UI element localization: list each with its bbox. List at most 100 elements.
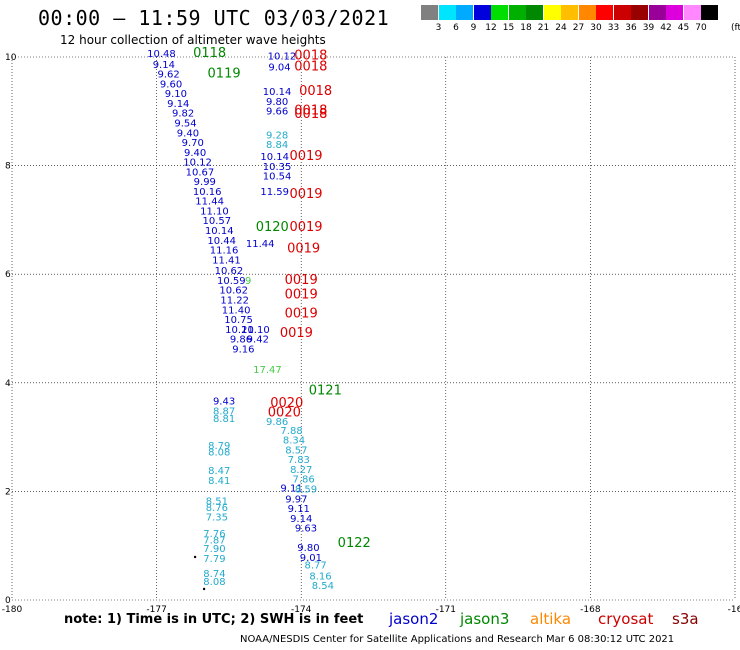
color-scale-swatch (491, 5, 508, 20)
wave-height-label: 0019 (285, 307, 318, 322)
wave-height-label: 8.87 (213, 406, 235, 417)
wave-height-label: 0119 (208, 67, 241, 82)
wave-height-label: 0018 (294, 60, 327, 75)
legend-item-s3a: s3a (672, 610, 699, 628)
color-scale-swatch (683, 5, 701, 20)
page-subtitle: 12 hour collection of altimeter wave hei… (60, 33, 326, 47)
color-scale-tick: 36 (625, 23, 637, 33)
wave-height-label: 8.81 (213, 414, 235, 425)
y-tick-label: 8 (5, 162, 11, 172)
color-scale-swatch (701, 5, 718, 20)
y-tick-label: 0 (5, 596, 11, 606)
wave-height-label: 9.01 (300, 553, 322, 564)
color-scale-swatch (648, 5, 666, 20)
color-scale-swatch (543, 5, 561, 20)
wave-height-label: 0018 (294, 107, 327, 122)
wave-height-label: 9.80 (297, 543, 319, 554)
wave-height-label: 9.04 (268, 63, 290, 74)
y-tick-label: 10 (5, 53, 17, 63)
wave-height-label: 9.70 (182, 138, 204, 149)
y-tick-label: 4 (5, 379, 11, 389)
wave-height-label: 9.62 (158, 70, 180, 81)
wave-height-label: 9.14 (290, 514, 312, 525)
wave-height-label: 8.08 (203, 577, 225, 588)
wave-height-label: 9.86 (230, 335, 252, 346)
wave-height-label: 9.82 (172, 109, 194, 120)
wave-height-label: 0020 (268, 405, 301, 420)
color-scale-tick: 45 (677, 23, 690, 33)
color-scale-tick: 42 (660, 23, 672, 33)
wave-height-label: 10.14 (263, 87, 292, 98)
wave-height-label: 9.66 (266, 107, 288, 118)
wave-height-label: 10.54 (263, 172, 292, 183)
color-scale-tick: 9 (470, 23, 477, 33)
color-scale-swatch (456, 5, 473, 20)
wave-height-label: 9.16 (232, 344, 254, 355)
x-tick-label: -177 (146, 605, 166, 615)
wave-height-label: 7.86 (292, 475, 314, 486)
wave-height-label: 7.88 (280, 426, 302, 437)
color-scale-tick: 33 (607, 23, 620, 33)
legend-item-jason2: jason2 (389, 610, 439, 628)
wave-height-label: 0019 (287, 241, 320, 256)
wave-height-label: 9.40 (184, 148, 206, 159)
wave-height-label: 9.97 (285, 494, 307, 505)
color-scale-swatch (508, 5, 526, 20)
wave-height-label: 0019 (289, 149, 322, 164)
wave-height-label: 11.40 (222, 305, 251, 316)
wave-height-label: 0019 (289, 220, 322, 235)
wave-height-label: 8.76 (206, 503, 228, 514)
color-scale-tick: 27 (572, 23, 585, 33)
wave-height-label: 9.60 (160, 79, 182, 90)
wave-height-label: 10.67 (186, 167, 215, 178)
color-scale-swatch (631, 5, 648, 20)
wave-height-label: 8.51 (206, 496, 228, 507)
x-tick-label: -171 (436, 605, 456, 615)
wave-height-label: 8.16 (309, 571, 331, 582)
wave-height-label: 10.57 (203, 216, 232, 227)
legend-item-cryosat: cryosat (598, 610, 654, 628)
x-tick-label: -16 (728, 605, 740, 615)
wave-height-label: 11.10 (200, 206, 229, 217)
wave-height-label: 10.48 (147, 49, 176, 60)
wave-height-label: 9.11 (280, 483, 302, 494)
wave-height-label: 8.47 (208, 466, 230, 477)
wave-height-label: 9.43 (213, 397, 235, 408)
x-tick-label: -168 (580, 605, 601, 615)
color-scale-tick: 6 (453, 23, 459, 33)
wave-height-label: 10.20 (225, 325, 254, 336)
color-scale-swatch (526, 5, 543, 20)
color-scale-swatch (578, 5, 596, 20)
wave-height-label: 9.14 (153, 60, 175, 71)
wave-height-label: 0020 (270, 396, 303, 411)
wave-height-label: 10.16 (193, 187, 222, 198)
wave-height-label: 0120 (256, 220, 289, 235)
wave-height-label: 10.62 (219, 286, 248, 297)
wave-height-label: 9.80 (266, 97, 288, 108)
footer-note: note: 1) Time is in UTC; 2) SWH is in fe… (64, 612, 364, 627)
color-scale-tick: 24 (555, 23, 567, 33)
color-scale-unit: (ft) (731, 23, 740, 33)
wave-height-label: 7.83 (288, 455, 310, 466)
wave-height-label: 8.77 (305, 561, 327, 572)
x-tick-label: -174 (291, 605, 312, 615)
wave-height-label: 11.44 (195, 197, 224, 208)
wave-height-label: 10.12 (183, 158, 212, 169)
wave-height-label: 11.41 (212, 255, 241, 266)
credit-line: NOAA/NESDIS Center for Satellite Applica… (240, 634, 675, 645)
wave-height-label: 7.35 (206, 513, 228, 524)
color-scale-swatch (438, 5, 456, 20)
legend-item-altika: altika (530, 610, 572, 628)
color-scale-tick: 3 (435, 23, 442, 33)
wave-height-label: 8.84 (266, 140, 288, 151)
color-scale-swatch (666, 5, 683, 20)
wave-height-label: 0019 (289, 187, 322, 202)
wave-height-label: 8.41 (208, 476, 230, 487)
color-scale-tick: 39 (642, 23, 655, 33)
wave-height-label: 9.11 (288, 504, 310, 515)
wave-height-label: 0018 (294, 49, 327, 64)
wave-height-label: 7.90 (203, 544, 225, 555)
color-scale-tick: 21 (537, 23, 550, 33)
y-tick-label: 2 (5, 487, 11, 497)
wave-height-label: 8.74 (203, 569, 225, 580)
